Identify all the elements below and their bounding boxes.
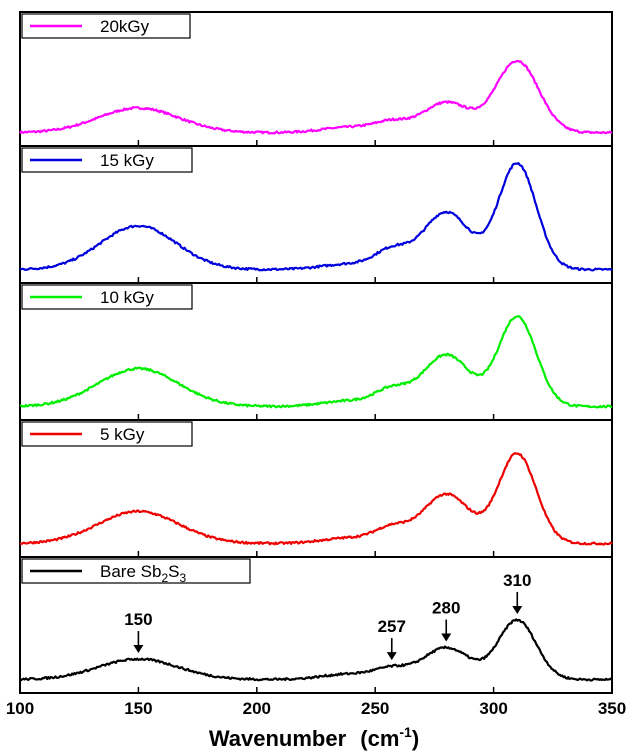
annotation-label: 150 [124, 610, 152, 629]
legend-label-part: Bare Sb [100, 562, 161, 581]
legend-label-subscript: 3 [179, 571, 186, 585]
legend-label: 15 kGy [100, 151, 154, 170]
legend-label: Bare Sb2S3 [100, 562, 186, 585]
panels-layer: 20kGy 15 kGy 10 kGy 5 kGy Bare Sb2S3 [19, 11, 613, 694]
legend-label-part: S [168, 562, 179, 581]
x-axis-title-main: Wavenumber [209, 726, 347, 751]
panel-3: 10 kGy [19, 282, 613, 421]
annotation-label: 280 [432, 599, 460, 618]
peak-annotations: 150 257 280 310 [124, 571, 531, 661]
annotation-label: 257 [378, 617, 406, 636]
x-axis-title-unit: (cm [360, 726, 399, 751]
peak-annotation: 257 [378, 617, 406, 661]
peak-annotation: 310 [503, 571, 531, 614]
legend-label: 5 kGy [100, 425, 145, 444]
annotation-arrow-head [512, 605, 523, 614]
legend-label: 10 kGy [100, 288, 154, 307]
x-axis-title-unit-close: ) [412, 726, 419, 751]
series-line [19, 59, 613, 135]
legend: 15 kGy [21, 147, 193, 173]
peak-annotation: 150 [124, 610, 153, 654]
peak-annotation: 280 [432, 599, 460, 642]
panel-frame [19, 556, 613, 694]
x-tick-label: 150 [124, 699, 152, 718]
legend: 10 kGy [21, 284, 193, 310]
panel-1: 20kGy [19, 11, 613, 147]
panel-4: 5 kGy [19, 419, 613, 558]
x-axis: 100 150 200 250 300 350 [6, 699, 626, 718]
annotation-arrow-head [386, 652, 397, 661]
legend-label: 20kGy [100, 17, 150, 36]
x-axis-title-unit-sup: -1 [399, 724, 412, 740]
legend: 5 kGy [21, 421, 193, 447]
panel-5: Bare Sb2S3 [19, 556, 613, 694]
annotation-arrow-head [441, 633, 452, 642]
panel-2: 15 kGy [19, 145, 613, 284]
series-line [19, 451, 613, 546]
legend-label-subscript: 2 [161, 571, 168, 585]
x-tick-label: 250 [361, 699, 389, 718]
annotation-arrow-head [133, 645, 144, 654]
x-tick-label: 350 [598, 699, 626, 718]
x-axis-title: Wavenumber (cm-1) [209, 724, 419, 751]
series-line [19, 315, 613, 409]
annotation-label: 310 [503, 571, 531, 590]
x-tick-label: 200 [243, 699, 271, 718]
series-line [19, 162, 613, 272]
x-tick-label: 300 [479, 699, 507, 718]
x-tick-label: 100 [6, 699, 34, 718]
series-line [19, 618, 613, 682]
legend: 20kGy [21, 13, 191, 39]
legend: Bare Sb2S3 [21, 558, 251, 585]
